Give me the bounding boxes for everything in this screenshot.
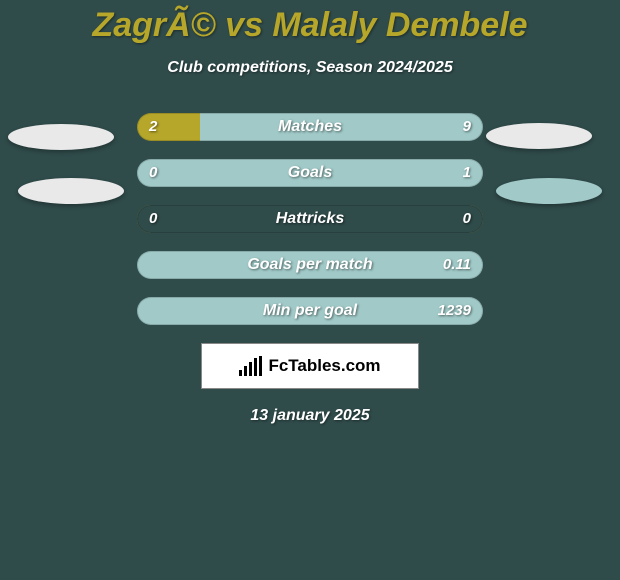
stat-label: Hattricks [137, 205, 483, 233]
logo-text: FcTables.com [268, 356, 380, 376]
stat-right-value: 1239 [438, 297, 471, 325]
card-subtitle: Club competitions, Season 2024/2025 [0, 59, 620, 77]
stat-label: Min per goal [137, 297, 483, 325]
fctables-logo[interactable]: FcTables.com [201, 343, 419, 389]
stat-row: Goals per match0.11 [137, 251, 483, 279]
stat-label: Goals per match [137, 251, 483, 279]
stat-right-value: 1 [463, 159, 471, 187]
decor-oval-right-1 [486, 123, 592, 149]
decor-oval-left-2 [18, 178, 124, 204]
stat-row: 2Matches9 [137, 113, 483, 141]
decor-oval-left-1 [8, 124, 114, 150]
card-title: ZagrÃ© vs Malaly Dembele [0, 0, 620, 45]
stat-label: Matches [137, 113, 483, 141]
stat-row: Min per goal1239 [137, 297, 483, 325]
comparison-card: ZagrÃ© vs Malaly Dembele Club competitio… [0, 0, 620, 580]
decor-oval-right-2 [496, 178, 602, 204]
stat-row: 0Goals1 [137, 159, 483, 187]
stat-right-value: 9 [463, 113, 471, 141]
stat-row: 0Hattricks0 [137, 205, 483, 233]
card-date: 13 january 2025 [0, 407, 620, 425]
stat-right-value: 0.11 [443, 251, 471, 279]
stat-right-value: 0 [463, 205, 471, 233]
stat-label: Goals [137, 159, 483, 187]
logo-chart-icon [239, 356, 262, 376]
